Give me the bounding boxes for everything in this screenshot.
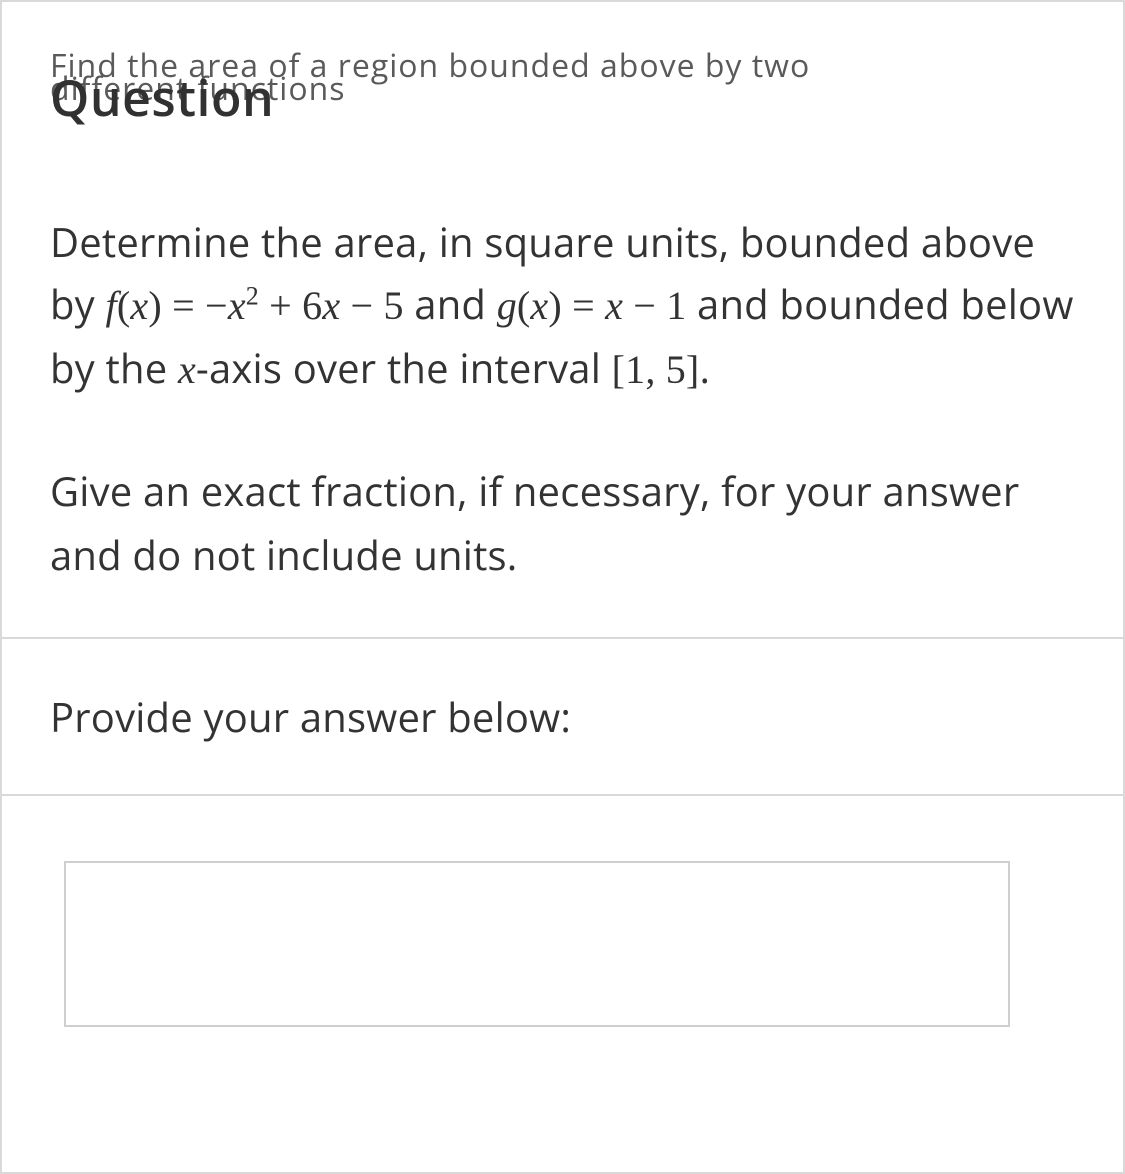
answer-prompt-section: Provide your answer below:	[2, 639, 1123, 794]
q-g-var: x	[530, 283, 548, 328]
question-body-section: Find the area of a region bounded above …	[2, 2, 1123, 637]
q-f-sq: 2	[246, 282, 259, 311]
q-g-tail: − 1	[623, 283, 686, 328]
q-f-open: (	[117, 283, 131, 328]
q-g-open: (	[517, 283, 531, 328]
answer-input-section	[2, 796, 1123, 1067]
q-f-plus: + 6	[259, 283, 322, 328]
question-text: Determine the area, in square units, bou…	[50, 211, 1075, 401]
q-f-x2: x	[322, 283, 340, 328]
q-g-eq: =	[562, 283, 605, 328]
question-instruction: Give an exact fraction, if necessary, fo…	[50, 459, 1075, 587]
question-card: Find the area of a region bounded above …	[0, 0, 1125, 1174]
q-f-x: x	[228, 283, 246, 328]
q-f-var: x	[130, 283, 148, 328]
q-f-eq: =	[162, 283, 205, 328]
q-f-tail: − 5	[340, 283, 403, 328]
answer-prompt: Provide your answer below:	[50, 689, 1075, 744]
q-f-close: )	[148, 283, 162, 328]
q-mid2: -axis over the interval	[196, 340, 612, 395]
q-g-label: g	[497, 283, 517, 328]
q-xaxis-x: x	[178, 347, 196, 392]
question-heading: Question	[50, 63, 1075, 131]
q-g-x: x	[605, 283, 623, 328]
q-f-label: f	[106, 283, 117, 328]
answer-input[interactable]	[64, 861, 1010, 1027]
q-and1: and	[404, 276, 497, 331]
q-f-neg: −	[205, 283, 228, 328]
q-g-close: )	[548, 283, 562, 328]
q-interval: [1, 5]	[612, 347, 700, 392]
q-period: .	[699, 340, 710, 395]
